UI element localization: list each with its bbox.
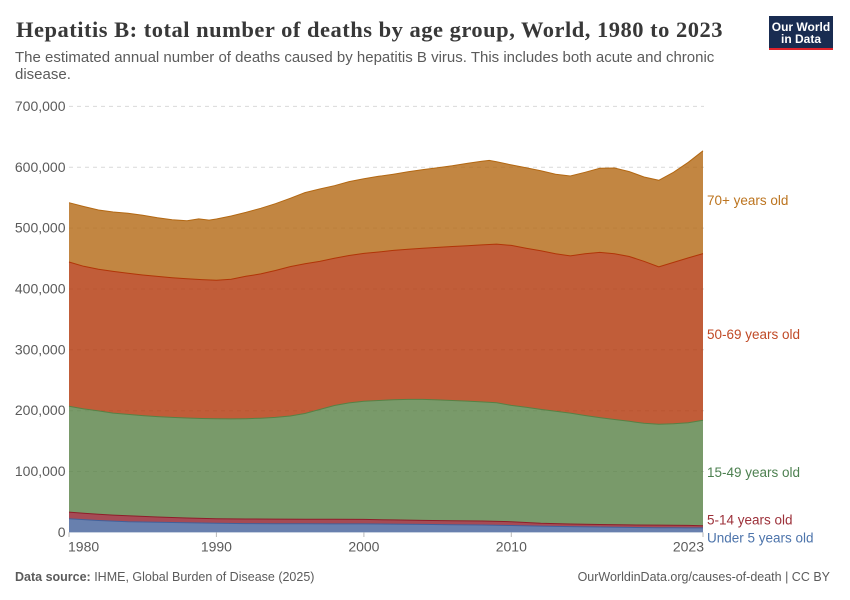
svg-text:100,000: 100,000 (15, 463, 66, 479)
svg-text:300,000: 300,000 (15, 341, 66, 357)
svg-text:15-49 years old: 15-49 years old (707, 465, 800, 480)
svg-text:1990: 1990 (201, 539, 232, 555)
svg-text:70+ years old: 70+ years old (707, 193, 788, 208)
svg-text:50-69 years old: 50-69 years old (707, 327, 800, 342)
svg-text:2023: 2023 (673, 539, 704, 555)
svg-text:500,000: 500,000 (15, 220, 66, 236)
svg-text:Under 5 years old: Under 5 years old (707, 531, 814, 546)
svg-text:1980: 1980 (68, 539, 99, 555)
svg-text:200,000: 200,000 (15, 402, 66, 418)
svg-text:2010: 2010 (496, 539, 527, 555)
svg-text:600,000: 600,000 (15, 159, 66, 175)
svg-text:400,000: 400,000 (15, 281, 66, 297)
svg-text:700,000: 700,000 (15, 98, 66, 114)
svg-text:5-14 years old: 5-14 years old (707, 513, 793, 528)
svg-text:0: 0 (58, 524, 66, 540)
svg-text:2000: 2000 (348, 539, 379, 555)
